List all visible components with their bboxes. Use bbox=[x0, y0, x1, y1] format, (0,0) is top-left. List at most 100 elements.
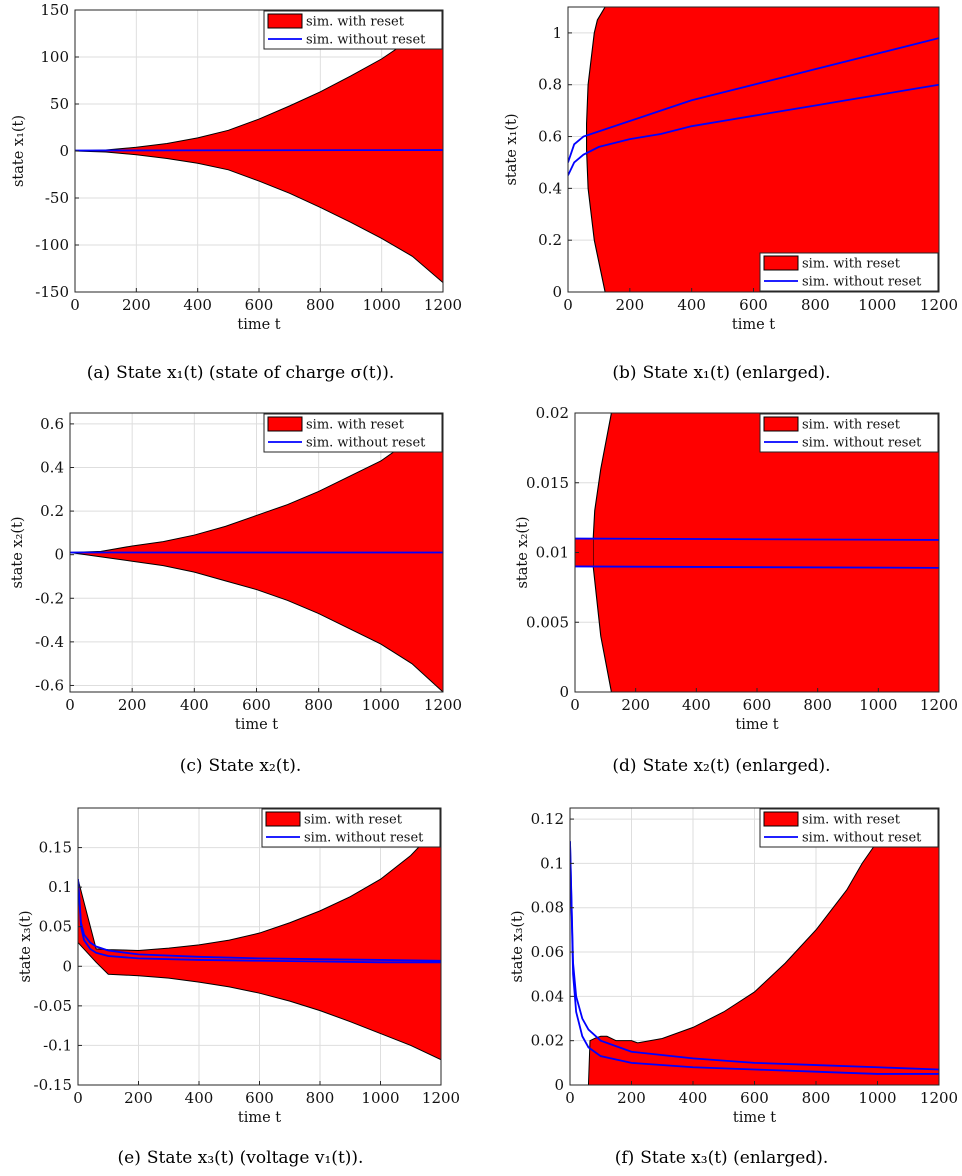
x-axis-label: time t bbox=[237, 317, 280, 333]
caption-a: (a) State x₁(t) (state of charge σ(t)). bbox=[0, 362, 481, 384]
legend: sim. with reset sim. without reset bbox=[759, 413, 939, 453]
x-tick-label: 200 bbox=[118, 696, 147, 714]
y-tick-label: 0 bbox=[559, 683, 569, 701]
caption-tag: (a) bbox=[86, 363, 111, 383]
x-tick-label: 400 bbox=[677, 296, 706, 314]
x-tick-label: 0 bbox=[65, 696, 75, 714]
y-tick-label: 0 bbox=[62, 957, 72, 975]
x-tick-label: 0 bbox=[565, 1089, 575, 1107]
x-axis-label: time t bbox=[235, 717, 278, 733]
y-tick-label: 0.04 bbox=[531, 987, 564, 1005]
x-tick-label: 0 bbox=[73, 1089, 83, 1107]
x-tick-label: 600 bbox=[739, 296, 768, 314]
legend-swatch-band bbox=[267, 416, 303, 432]
series-line-no-reset bbox=[78, 879, 441, 964]
legend-swatch-band bbox=[763, 811, 799, 827]
y-tick-label: 0.6 bbox=[538, 128, 562, 146]
caption-c: (c) State x₂(t). bbox=[0, 755, 481, 777]
y-tick-label: 0.08 bbox=[531, 899, 564, 917]
caption-text: State x₃(t) (enlarged). bbox=[640, 1148, 829, 1168]
x-tick-label: 400 bbox=[679, 1089, 708, 1107]
y-tick-label: 0.4 bbox=[538, 179, 562, 197]
legend-label: sim. without reset bbox=[802, 831, 922, 846]
legend: sim. with reset sim. without reset bbox=[759, 808, 939, 848]
y-axis-label: state x₃(t) bbox=[18, 910, 34, 982]
x-tick-label: 1000 bbox=[363, 296, 401, 314]
legend: sim. with reset sim. without reset bbox=[261, 808, 441, 848]
plot-content bbox=[568, 7, 939, 292]
y-tick-label: 50 bbox=[50, 95, 69, 113]
legend-label: sim. without reset bbox=[306, 33, 426, 48]
y-tick-label: 0 bbox=[59, 142, 69, 160]
y-tick-label: 0.15 bbox=[39, 839, 72, 857]
y-tick-label: 0.8 bbox=[538, 76, 562, 94]
x-tick-label: 1200 bbox=[920, 1089, 958, 1107]
y-tick-label: -0.15 bbox=[34, 1076, 72, 1094]
caption-text: State x₂(t) (enlarged). bbox=[642, 756, 831, 776]
series-line-no-reset bbox=[78, 879, 441, 962]
legend-label: sim. without reset bbox=[304, 831, 424, 846]
x-tick-label: 400 bbox=[183, 296, 212, 314]
caption-tag: (d) bbox=[612, 756, 637, 776]
caption-text: State x₂(t). bbox=[208, 756, 302, 776]
series-band-reset bbox=[586, 7, 939, 292]
x-tick-label: 1200 bbox=[920, 296, 958, 314]
y-tick-label: -50 bbox=[45, 189, 69, 207]
series-line-no-reset bbox=[568, 83, 939, 176]
series-line-no-reset bbox=[570, 841, 939, 1075]
x-tick-label: 1000 bbox=[362, 696, 400, 714]
x-tick-label: 800 bbox=[801, 296, 830, 314]
plot-content bbox=[78, 823, 441, 1061]
y-axis-label: state x₁(t) bbox=[504, 113, 520, 185]
legend-label: sim. without reset bbox=[306, 436, 426, 451]
x-tick-label: 1000 bbox=[858, 1089, 896, 1107]
y-tick-label: -100 bbox=[35, 236, 69, 254]
y-axis-label: state x₁(t) bbox=[11, 115, 27, 187]
x-tick-label: 800 bbox=[304, 696, 333, 714]
y-tick-label: 0.1 bbox=[48, 878, 72, 896]
x-tick-label: 600 bbox=[242, 696, 271, 714]
x-tick-label: 1200 bbox=[422, 1089, 460, 1107]
x-tick-label: 600 bbox=[245, 296, 274, 314]
legend: sim. with reset sim. without reset bbox=[759, 252, 939, 292]
x-tick-label: 1200 bbox=[424, 696, 462, 714]
caption-tag: (b) bbox=[612, 363, 637, 383]
y-tick-label: 150 bbox=[40, 1, 69, 19]
legend-label: sim. with reset bbox=[802, 813, 901, 828]
y-tick-label: 0.02 bbox=[536, 404, 569, 422]
x-tick-label: 600 bbox=[743, 696, 772, 714]
x-tick-label: 800 bbox=[306, 1089, 335, 1107]
legend-label: sim. with reset bbox=[802, 257, 901, 272]
y-tick-label: 0 bbox=[552, 283, 562, 301]
legend-label: sim. without reset bbox=[802, 436, 922, 451]
caption-text: State x₁(t) (state of charge σ(t)). bbox=[116, 363, 395, 383]
x-tick-label: 800 bbox=[802, 1089, 831, 1107]
series-band-reset bbox=[78, 823, 441, 1061]
y-tick-label: 0.2 bbox=[538, 231, 562, 249]
x-tick-label: 600 bbox=[245, 1089, 274, 1107]
x-tick-label: 400 bbox=[682, 696, 711, 714]
legend-label: sim. with reset bbox=[802, 418, 901, 433]
caption-tag: (f) bbox=[614, 1148, 635, 1168]
x-tick-label: 400 bbox=[180, 696, 209, 714]
y-tick-label: 0.4 bbox=[40, 458, 64, 476]
plot-content bbox=[75, 14, 443, 284]
y-axis-label: state x₂(t) bbox=[10, 516, 26, 588]
y-tick-label: 0.02 bbox=[531, 1032, 564, 1050]
y-tick-label: -0.4 bbox=[35, 633, 64, 651]
y-tick-label: -0.1 bbox=[43, 1036, 72, 1054]
x-tick-label: 1000 bbox=[859, 696, 897, 714]
series-band-reset bbox=[75, 14, 443, 284]
x-tick-label: 200 bbox=[616, 296, 645, 314]
x-tick-label: 1200 bbox=[424, 296, 462, 314]
legend-label: sim. with reset bbox=[306, 418, 405, 433]
y-tick-label: 0 bbox=[554, 1076, 564, 1094]
caption-b: (b) State x₁(t) (enlarged). bbox=[481, 362, 962, 384]
x-tick-label: 1000 bbox=[858, 296, 896, 314]
x-tick-label: 1000 bbox=[361, 1089, 399, 1107]
series-line-no-reset bbox=[575, 565, 939, 569]
